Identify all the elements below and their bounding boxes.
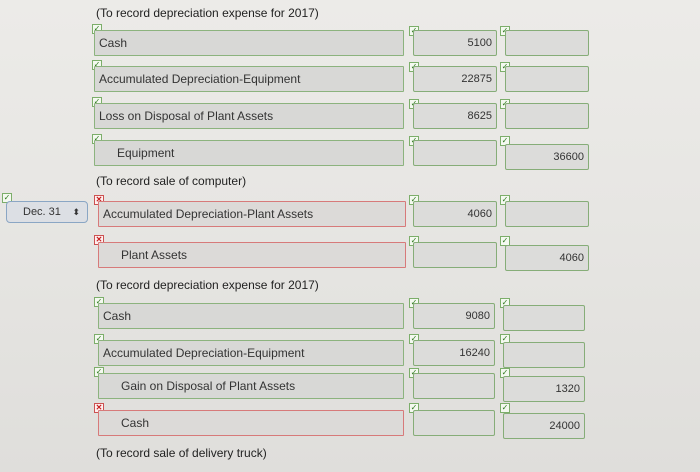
entry-description: (To record sale of delivery truck) [96, 446, 267, 460]
date-select[interactable]: Dec. 31 ⬍ [6, 201, 88, 223]
account-field[interactable]: Equipment [94, 140, 404, 166]
entry-description: (To record sale of computer) [96, 174, 247, 188]
debit-field[interactable]: 8625 [413, 103, 497, 129]
credit-field[interactable] [503, 342, 585, 368]
debit-field[interactable]: 4060 [413, 201, 497, 227]
debit-field[interactable] [413, 242, 497, 268]
entry-description: (To record depreciation expense for 2017… [96, 6, 319, 20]
account-field[interactable]: Plant Assets [98, 242, 406, 268]
debit-field[interactable]: 22875 [413, 66, 497, 92]
account-field[interactable]: Cash [94, 30, 404, 56]
debit-field[interactable]: 9080 [413, 303, 495, 329]
select-arrows-icon: ⬍ [72, 207, 80, 217]
account-field[interactable]: Accumulated Depreciation-Equipment [94, 66, 404, 92]
account-field[interactable]: Cash [98, 303, 404, 329]
account-field[interactable]: Loss on Disposal of Plant Assets [94, 103, 404, 129]
credit-field[interactable] [503, 305, 585, 331]
credit-field[interactable] [505, 103, 589, 129]
account-field[interactable]: Accumulated Depreciation-Equipment [98, 340, 404, 366]
entry-description: (To record depreciation expense for 2017… [96, 278, 319, 292]
debit-field[interactable]: 16240 [413, 340, 495, 366]
correct-check-icon: ✓ [500, 403, 510, 413]
account-field[interactable]: Accumulated Depreciation-Plant Assets [98, 201, 406, 227]
account-field[interactable]: Cash [98, 410, 404, 436]
credit-field[interactable]: 36600 [505, 144, 589, 170]
credit-field[interactable]: 1320 [503, 376, 585, 402]
credit-field[interactable] [505, 66, 589, 92]
debit-field[interactable] [413, 140, 497, 166]
credit-field[interactable]: 24000 [503, 413, 585, 439]
credit-field[interactable] [505, 201, 589, 227]
credit-field[interactable] [505, 30, 589, 56]
credit-field[interactable]: 4060 [505, 245, 589, 271]
debit-field[interactable]: 5100 [413, 30, 497, 56]
debit-field[interactable] [413, 373, 495, 399]
debit-field[interactable] [413, 410, 495, 436]
date-select-value: Dec. 31 [23, 206, 61, 218]
account-field[interactable]: Gain on Disposal of Plant Assets [98, 373, 404, 399]
